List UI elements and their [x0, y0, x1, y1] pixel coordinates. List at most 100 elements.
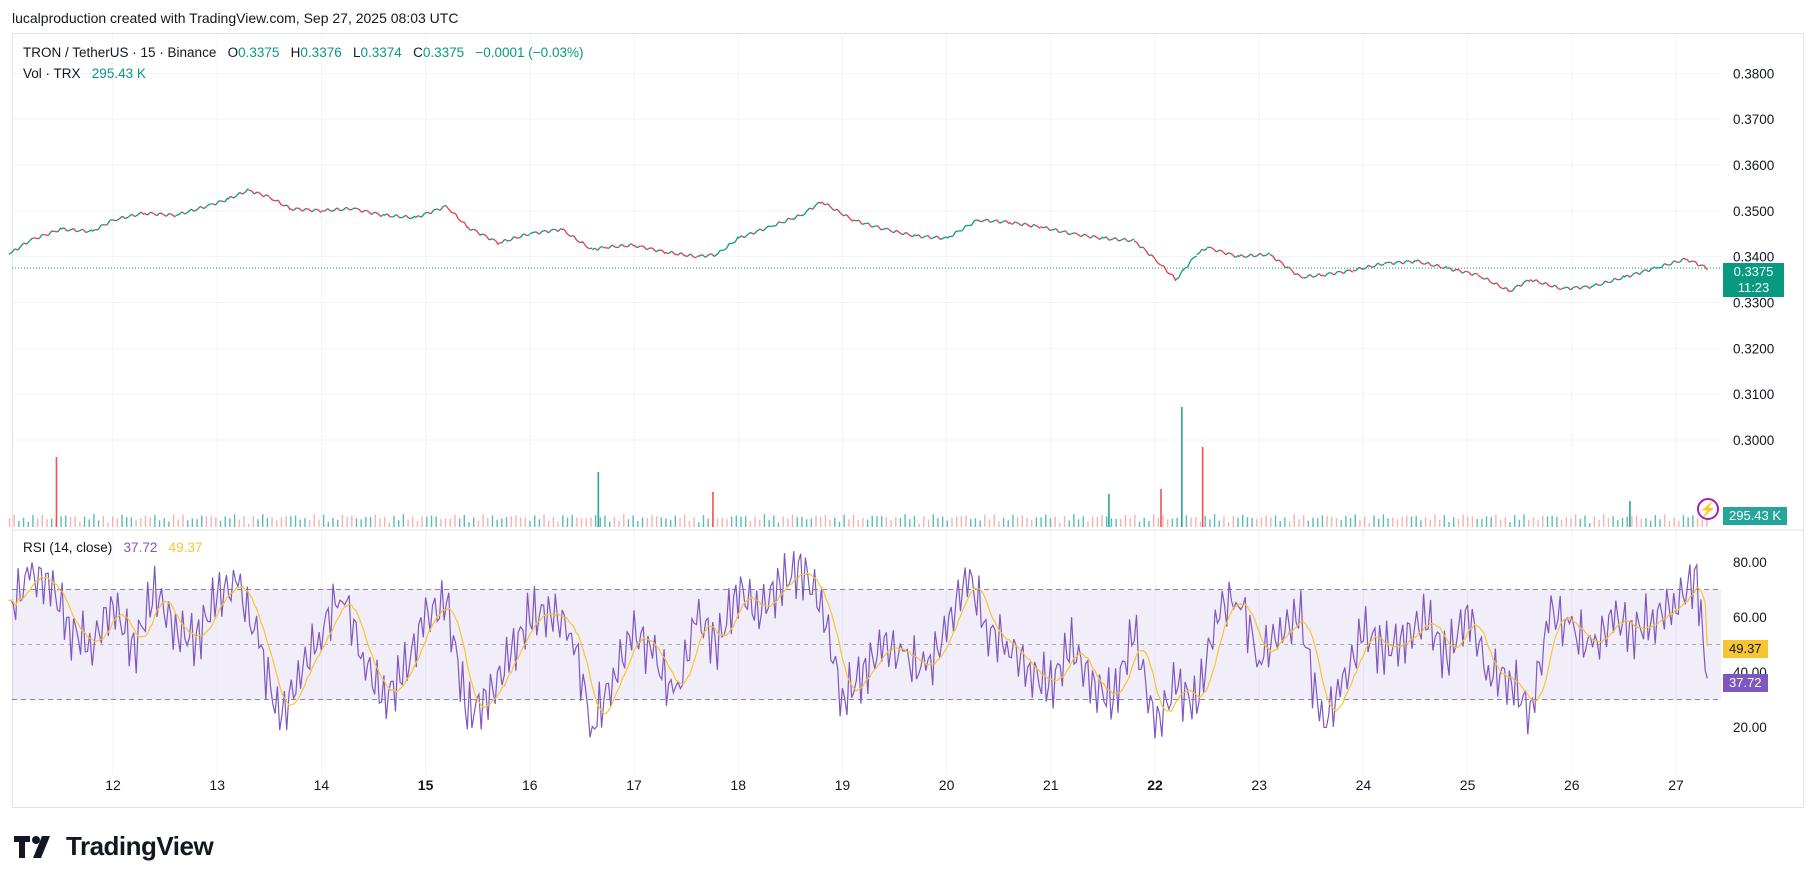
price-line-segment: [867, 222, 873, 228]
volume-bar: [135, 519, 137, 527]
price-line-segment: [1231, 253, 1236, 258]
price-line-segment: [345, 206, 350, 211]
volume-bar: [852, 514, 855, 527]
price-line-segment: [696, 255, 700, 258]
volume-bar: [1002, 518, 1005, 527]
volume-bar: [482, 514, 484, 527]
price-line-segment: [545, 229, 549, 234]
volume-bar: [285, 516, 287, 527]
price-line-segment: [1601, 280, 1606, 286]
price-line-segment: [1052, 228, 1057, 231]
price-line-segment: [1033, 223, 1038, 227]
volume-bar: [1049, 518, 1052, 527]
volume-bar: [1087, 521, 1089, 527]
price-line-segment: [1021, 222, 1026, 227]
volume-bar: [1438, 519, 1441, 527]
volume-bar: [1354, 514, 1356, 527]
price-line-segment: [1219, 249, 1224, 253]
price-line-segment: [576, 239, 581, 244]
volume-bar: [946, 520, 948, 527]
price-line-segment: [1241, 254, 1246, 258]
price-line-segment: [723, 248, 727, 251]
volume-bar: [65, 515, 67, 527]
volume-bar: [83, 516, 86, 527]
volume-bar: [233, 514, 236, 527]
symbol-label[interactable]: TRON / TetherUS · 15 · Binance: [23, 45, 217, 60]
price-line-segment: [1349, 269, 1354, 273]
price-line-segment: [1247, 253, 1252, 258]
price-line-segment: [762, 227, 767, 232]
price-line-segment: [1443, 265, 1448, 269]
price-line-segment: [1175, 277, 1180, 281]
price-line-segment: [532, 231, 537, 234]
price-line-segment: [1626, 274, 1631, 278]
volume-bar: [444, 518, 447, 527]
price-line-segment: [915, 234, 919, 237]
price-line-segment: [725, 243, 730, 250]
price-line-segment: [1099, 236, 1104, 241]
price-line-segment: [482, 233, 487, 237]
volume-bar: [1293, 514, 1295, 527]
price-line-segment: [551, 228, 555, 231]
price-line-segment: [162, 213, 167, 217]
price-line-segment: [292, 207, 297, 212]
volume-bar: [655, 516, 658, 527]
price-line-segment: [1181, 267, 1186, 272]
tradingview-logo[interactable]: TradingView: [14, 831, 214, 862]
high-label: H: [290, 45, 301, 60]
price-line-segment: [1595, 283, 1600, 286]
volume-bar: [1152, 514, 1155, 527]
volume-bar: [1659, 519, 1661, 527]
volume-bar: [69, 517, 72, 527]
price-line-segment: [589, 247, 593, 250]
price-line-segment: [740, 235, 745, 239]
rsi-label[interactable]: RSI (14, close): [23, 540, 113, 555]
price-line-segment: [330, 209, 335, 212]
price-line-segment: [488, 238, 493, 241]
volume-bar: [215, 517, 217, 527]
price-line-segment: [927, 234, 932, 240]
price-line-segment: [377, 212, 382, 217]
price-line-segment: [1244, 255, 1248, 259]
price-line-segment: [1484, 277, 1488, 280]
price-tick-label: 0.3000: [1733, 433, 1774, 448]
rsi-ma-line: [8, 572, 1708, 715]
price-line-segment: [940, 237, 944, 241]
price-line-segment: [358, 208, 363, 213]
price-line-segment: [448, 209, 453, 214]
price-line-segment: [1642, 269, 1647, 272]
volume-bar: [913, 515, 916, 527]
price-line-segment: [1468, 271, 1473, 276]
volume-spike-bar: [1108, 494, 1110, 527]
low-value: 0.3374: [360, 45, 402, 60]
price-line-segment: [1306, 274, 1311, 278]
price-line-segment: [1670, 260, 1675, 266]
price-line-segment: [769, 225, 773, 228]
price-line-segment: [1124, 237, 1129, 243]
price-line-segment: [821, 201, 826, 206]
price-line-segment: [788, 217, 792, 220]
volume-bar: [515, 515, 517, 527]
volume-bar: [402, 514, 405, 527]
price-line-segment: [921, 236, 925, 239]
price-line-segment: [519, 233, 525, 238]
price-line-segment: [1480, 276, 1485, 280]
volume-bar: [1148, 521, 1150, 527]
volume-bar: [36, 518, 39, 527]
volume-bar: [1692, 515, 1694, 527]
price-line-segment: [1632, 271, 1637, 275]
price-line-segment: [902, 231, 907, 236]
price-line-segment: [1573, 285, 1578, 288]
price-line-segment: [466, 226, 471, 231]
volume-bar: [866, 519, 869, 527]
price-line-segment: [621, 243, 625, 248]
price-line-segment: [265, 194, 270, 198]
volume-label[interactable]: Vol · TRX: [23, 66, 81, 81]
volume-bar: [1560, 519, 1563, 527]
lightning-icon[interactable]: ⚡: [1697, 498, 1719, 520]
volume-bar: [1434, 514, 1436, 527]
volume-bar: [1054, 516, 1056, 527]
price-line-segment: [392, 214, 397, 218]
price-line-segment: [299, 208, 304, 212]
